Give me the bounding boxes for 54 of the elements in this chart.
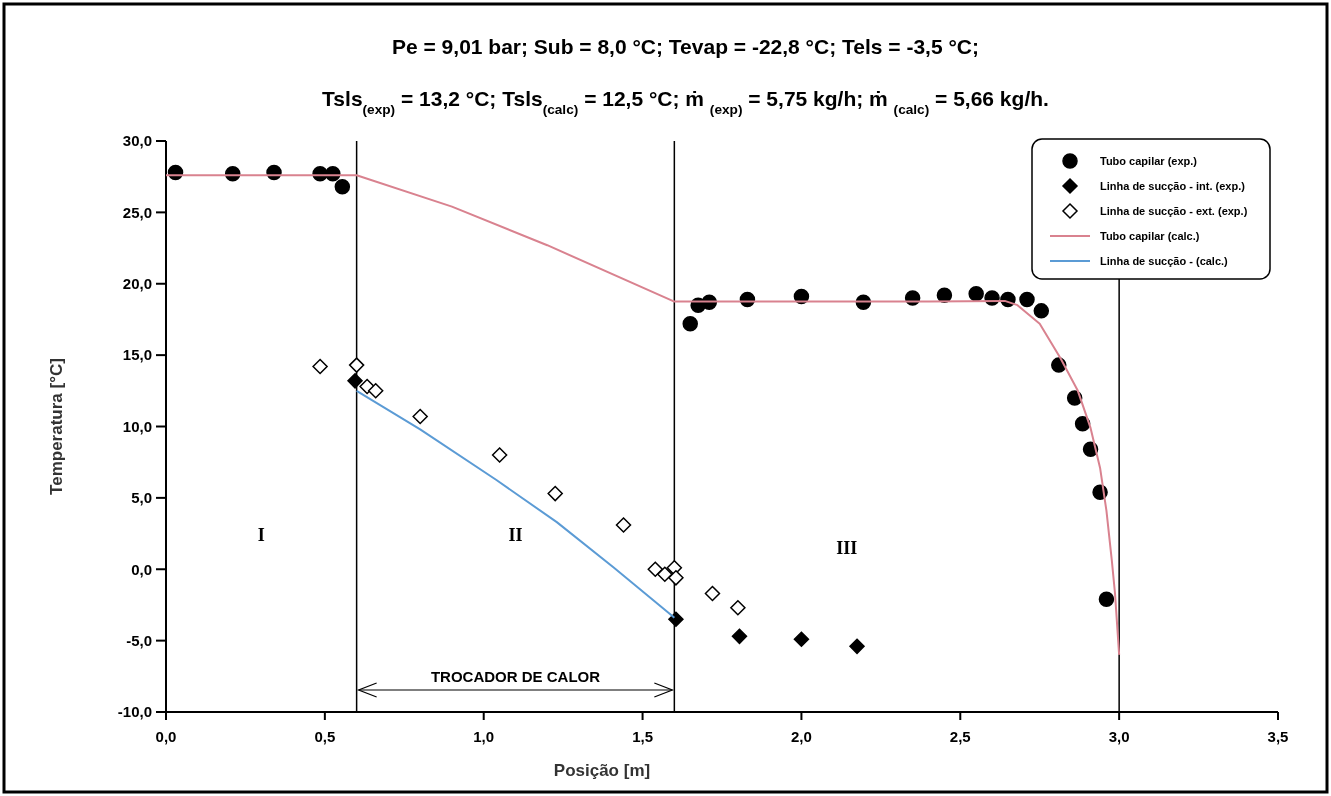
y-tick-label: 15,0 [122,346,152,364]
y-tick-label: 5,0 [131,489,152,507]
point [412,408,428,425]
y-axis-title: Temperatura [°C] [47,358,66,495]
point [668,570,684,586]
x-tick-label: 2,0 [791,728,812,745]
y-tick-label: 0,0 [131,560,152,578]
y-tick-label: -10,0 [117,703,152,721]
y-tick-label: -5,0 [126,631,152,649]
point [334,178,351,195]
point [348,357,365,373]
point [1074,415,1091,432]
annotation: I [257,525,265,546]
point [1098,591,1115,607]
annotation: TROCADOR DE CALOR [430,668,601,685]
point [1019,291,1035,308]
point [491,447,508,463]
x-tick-label: 0,5 [314,728,336,745]
y-tick-label: 10,0 [122,417,152,435]
point [367,383,384,399]
x-tick-label: 2,5 [949,728,971,745]
legend-label: Linha de sucção - ext. (exp.) [1100,204,1248,217]
y-tick-label: 20,0 [122,275,152,292]
annotation: III [836,538,858,559]
x-tick-label: 1,5 [632,728,653,745]
legend-label: Tubo capilar (calc.) [1100,229,1200,242]
legend-label: Linha de sucção - int. (exp.) [1100,179,1246,192]
x-axis-title: Posição [m] [553,761,651,780]
point [849,638,865,655]
point [1033,303,1050,319]
legend-label: Linha de sucção - (calc.) [1100,254,1229,267]
point [730,600,746,616]
point [347,373,363,389]
point [657,566,673,582]
x-tick-label: 3,5 [1267,728,1289,745]
point [682,315,698,332]
y-tick-label: 30,0 [122,132,152,150]
point [968,285,984,302]
annotation: II [508,525,523,546]
point [793,631,810,647]
point [547,485,563,502]
point [731,628,748,645]
x-tick-label: 1,0 [473,728,495,745]
point [668,611,684,627]
x-tick-label: 0,0 [155,728,177,745]
x-tick-label: 3,0 [1108,728,1130,745]
point [647,561,664,577]
y-tick-label: 25,0 [122,203,152,221]
point [312,358,328,375]
legend-label: Tubo capilar (exp.) [1100,154,1198,167]
point [615,517,632,533]
chart-title: Pe = 9,01 bar; Sub = 8,0 °C; Tevap = -22,8 °C; Tels = -3,5 °C; [392,35,979,58]
point [704,585,721,602]
text: Tsls$_{(exp)}$ = 13,2 °C; Tsls$_{(calc)}$ = 12,5 °C; ṁ $_{(exp)}$ = 5,75 kg/h; ṁ $_{(calc)}$ = 5,66 kg/h. [322,87,1049,117]
